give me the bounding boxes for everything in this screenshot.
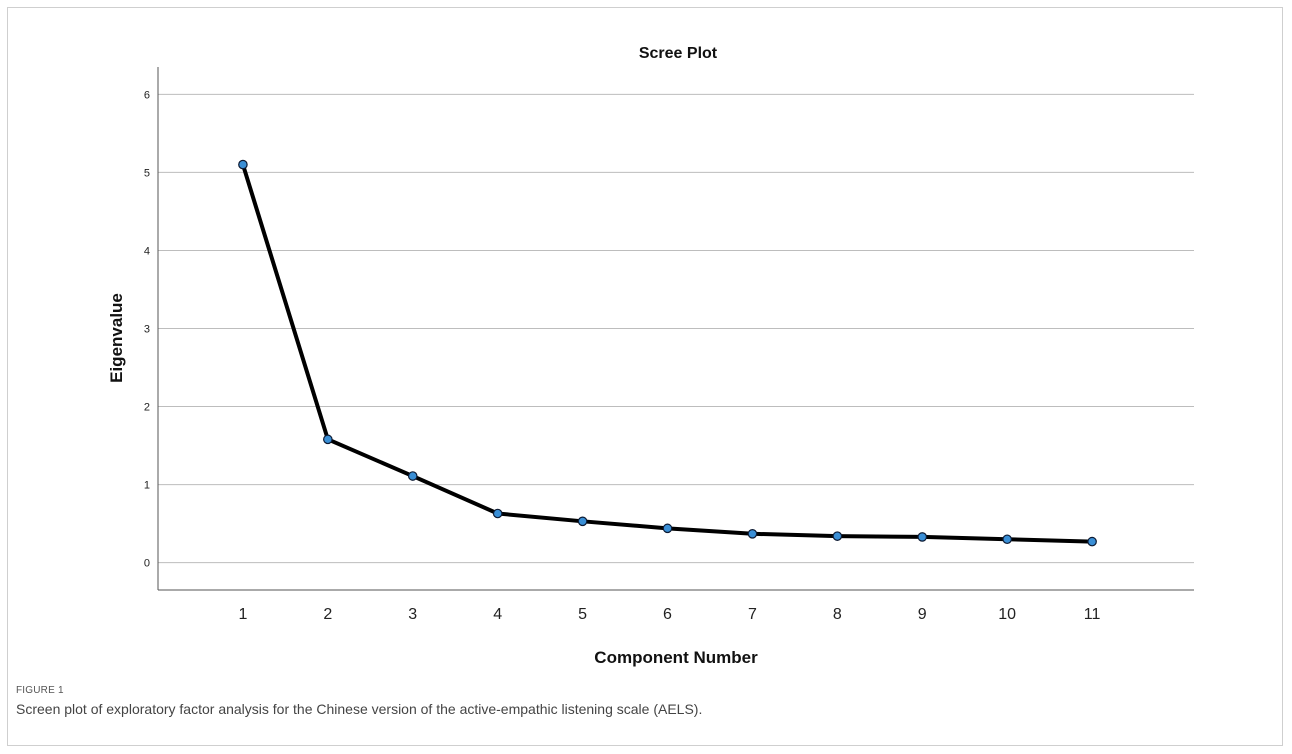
y-tick-label: 4 — [144, 245, 150, 257]
data-point — [492, 508, 503, 519]
axes-layer — [157, 67, 1194, 591]
x-tick-label: 11 — [1084, 606, 1101, 623]
figure-caption: Screen plot of exploratory factor analys… — [16, 701, 703, 717]
data-point — [407, 471, 418, 481]
data-point — [1002, 534, 1012, 545]
x-tick-label: 7 — [748, 606, 757, 623]
x-tick-label: 6 — [663, 606, 672, 623]
data-point — [238, 159, 248, 170]
series-layer — [238, 159, 1097, 547]
x-tick-label: 2 — [323, 606, 332, 623]
chart-title: Scree Plot — [639, 45, 718, 62]
y-tick-label: 2 — [144, 402, 150, 414]
data-point — [323, 434, 333, 445]
x-tick-label: 5 — [578, 606, 587, 623]
data-point — [1087, 536, 1097, 547]
y-tick-label: 5 — [144, 167, 150, 179]
y-tick-label: 6 — [144, 89, 150, 101]
y-tick-label: 3 — [144, 324, 150, 336]
x-axis-label: Component Number — [594, 648, 758, 667]
x-tick-label: 1 — [238, 606, 247, 623]
data-point — [662, 523, 673, 534]
data-point — [747, 528, 758, 539]
grid-layer — [158, 93, 1194, 564]
x-tick-label: 4 — [493, 606, 502, 623]
data-point — [917, 532, 928, 542]
figure-label: FIGURE 1 — [16, 685, 64, 696]
x-tick-label: 8 — [833, 606, 842, 623]
data-point — [577, 516, 588, 527]
x-tick-label: 9 — [918, 606, 927, 623]
scree-plot: Scree Plot 0 1 2 3 4 5 6 1 2 3 4 5 6 7 8 9 10 11 Eigenva… — [107, 45, 1194, 667]
x-tick-labels: 1 2 3 4 5 6 7 8 9 10 11 — [238, 606, 1100, 623]
y-tick-label: 0 — [144, 558, 150, 570]
x-tick-label: 3 — [408, 606, 417, 623]
figure-frame — [7, 7, 1283, 746]
y-tick-labels: 0 1 2 3 4 5 6 — [144, 89, 150, 569]
x-tick-label: 10 — [998, 606, 1016, 623]
y-axis-label: Eigenvalue — [107, 293, 126, 383]
data-point — [832, 531, 843, 541]
y-tick-label: 1 — [144, 480, 150, 492]
